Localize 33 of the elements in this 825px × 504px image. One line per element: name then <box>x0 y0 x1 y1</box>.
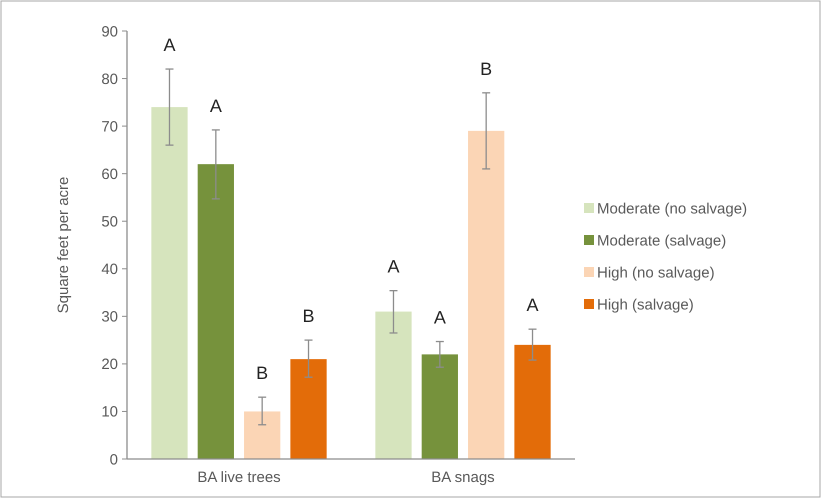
annotation: A <box>210 96 222 116</box>
legend-label: High (salvage) <box>597 296 694 314</box>
annotation: B <box>302 306 315 326</box>
y-tick-label: 80 <box>101 70 118 88</box>
y-tick-label: 20 <box>101 356 118 374</box>
y-tick-label: 70 <box>101 118 118 136</box>
x-tick-label: BA snags <box>431 469 495 486</box>
y-tick-label: 60 <box>101 166 118 183</box>
y-tick-label: 50 <box>101 213 118 230</box>
annotation: A <box>434 308 446 328</box>
bar <box>244 411 280 459</box>
bar <box>468 130 504 459</box>
y-tick-label: 10 <box>101 404 118 421</box>
y-axis-title: Square feet per acre <box>55 176 72 314</box>
x-tick-label: BA live trees <box>197 469 281 486</box>
legend-label: Moderate (salvage) <box>597 232 726 250</box>
y-tick-label: 40 <box>101 261 118 278</box>
bar <box>151 107 188 459</box>
bar <box>290 359 327 459</box>
legend-label: High (no salvage) <box>597 264 715 282</box>
y-tick-label: 0 <box>110 451 118 468</box>
y-tick-label: 90 <box>101 23 118 40</box>
annotation: B <box>480 58 492 79</box>
bar <box>514 344 551 459</box>
bar <box>375 312 412 459</box>
y-tick-label: 30 <box>101 308 118 326</box>
annotation: A <box>387 256 400 277</box>
legend-label: Moderate (no salvage) <box>597 200 748 218</box>
annotation: A <box>526 295 539 316</box>
bar <box>422 354 458 459</box>
annotation: A <box>163 35 176 56</box>
bar <box>198 164 234 459</box>
annotation: B <box>256 363 268 384</box>
